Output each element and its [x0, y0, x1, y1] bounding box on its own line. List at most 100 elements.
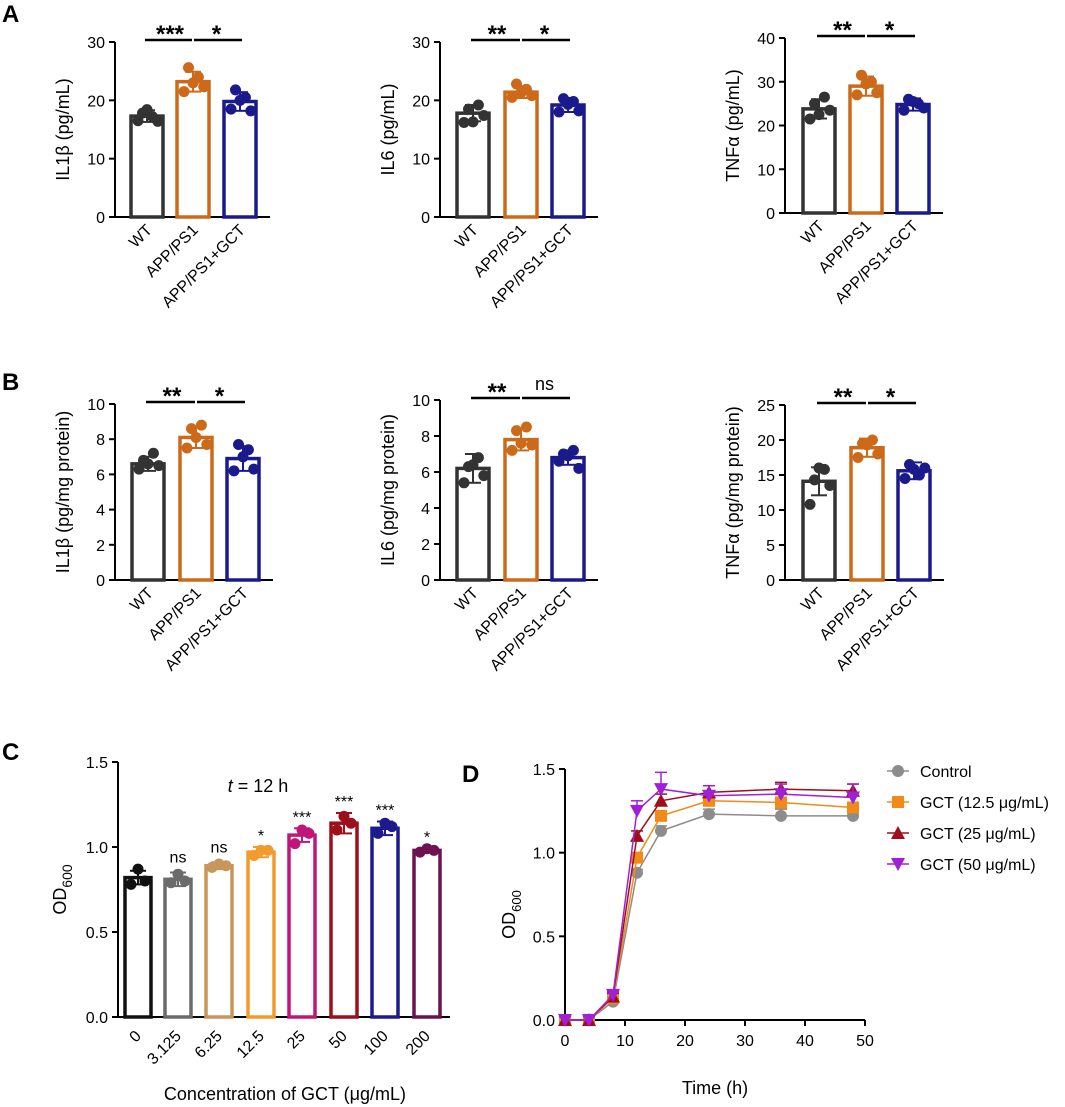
x-tick-label: WT [452, 585, 482, 615]
series-marker [654, 783, 668, 797]
y-tick-label: 10 [412, 393, 430, 410]
y-tick-label: 30 [87, 35, 105, 52]
significance-label: * [424, 830, 430, 847]
x-tick-label: WT [452, 222, 482, 252]
x-tick-label: WT [127, 585, 157, 615]
data-point [458, 477, 470, 489]
y-tick-label: 10 [87, 152, 105, 169]
y-tick-label: 15 [757, 468, 775, 485]
data-point [899, 473, 911, 484]
bar [225, 456, 261, 582]
data-point [813, 462, 825, 474]
y-tick-label: 10 [87, 397, 105, 414]
series-marker [775, 809, 787, 822]
bar [130, 462, 166, 582]
data-point [472, 99, 484, 111]
significance-label: ** [834, 384, 853, 411]
x-tick-label: 30 [736, 1033, 754, 1050]
x-tick-label: APP/PS1+GCT [832, 218, 922, 308]
data-point [179, 875, 191, 887]
bar [123, 875, 153, 1019]
x-tick-label: APP/PS1+GCT [487, 222, 577, 312]
series-marker [774, 788, 788, 802]
data-point [809, 474, 820, 486]
x-tick-label: APP/PS1+GCT [833, 585, 923, 675]
significance-label: * [885, 17, 895, 44]
series-marker [847, 801, 859, 814]
data-point [860, 78, 872, 90]
data-point [172, 868, 184, 880]
y-axis-title: IL6 (pg/mg protein) [378, 414, 398, 566]
panel-label-b: B [2, 369, 19, 396]
chart-title-italic: t [228, 776, 234, 796]
y-axis-title: OD600 [50, 864, 75, 915]
y-tick-label: 6 [96, 467, 105, 484]
data-point [331, 824, 343, 836]
data-point [233, 438, 244, 450]
x-axis-title: Concentration of GCT (μg/mL) [164, 1084, 406, 1104]
data-point [386, 821, 398, 833]
data-point [345, 817, 357, 829]
data-point [141, 104, 153, 116]
y-tick-label: 10 [757, 162, 775, 179]
x-tick-label: 50 [856, 1033, 874, 1050]
y-tick-label: 0.5 [86, 925, 108, 942]
data-point [165, 877, 177, 889]
series-marker [702, 789, 716, 803]
significance-label: * [258, 828, 264, 845]
bar [896, 469, 932, 582]
data-point [142, 458, 154, 470]
data-point [824, 480, 836, 491]
significance-label: ** [163, 383, 182, 410]
bar [550, 103, 586, 219]
y-tick-label: 2 [96, 538, 105, 555]
y-tick-label: 0 [96, 210, 105, 227]
data-point [234, 94, 246, 106]
chart-title-rest: = 12 h [233, 776, 289, 796]
data-point [573, 462, 585, 474]
bar [175, 79, 211, 219]
data-point [178, 86, 190, 98]
significance-label: ns [535, 374, 554, 394]
y-tick-label: 8 [421, 429, 430, 446]
y-tick-label: 6 [421, 465, 430, 482]
data-point [908, 463, 920, 475]
data-point [198, 81, 210, 93]
series-marker [891, 826, 905, 839]
data-point [526, 90, 538, 102]
chart-c: 0.0 0.5 1.0 1.5 0 3.125 6.25 12.5 25 50 100 200 OD60… [50, 755, 450, 1104]
bar [848, 84, 884, 215]
y-tick-label: 2 [421, 537, 430, 554]
y-axis-title: OD600 [499, 890, 524, 939]
series-marker [655, 824, 667, 837]
bar [370, 826, 400, 1019]
x-tick-label: 100 [361, 1028, 392, 1059]
legend-label: GCT (12.5 μg/mL) [920, 795, 1049, 812]
data-point [511, 78, 522, 90]
series-marker [703, 808, 715, 821]
series-marker [654, 793, 668, 807]
y-tick-label: 0.0 [533, 1013, 555, 1030]
significance-label: ns [211, 839, 228, 856]
data-point [289, 838, 301, 850]
data-point [478, 110, 490, 121]
data-point [804, 113, 816, 125]
bar [163, 877, 193, 1019]
y-axis-title-main: OD [499, 912, 519, 939]
y-tick-label: 0.0 [86, 1010, 108, 1027]
data-point [237, 451, 249, 463]
panel-label-a: A [2, 1, 19, 28]
data-point [225, 103, 237, 115]
x-tick-label: 50 [326, 1028, 351, 1053]
x-tick-label: 25 [284, 1028, 309, 1053]
chart-title: t = 12 h [228, 776, 289, 796]
y-axis-title-sub: 600 [59, 864, 75, 888]
y-tick-label: 1.5 [533, 762, 555, 779]
data-point [153, 460, 165, 472]
bar [204, 863, 234, 1019]
significance-label: ** [488, 379, 507, 406]
